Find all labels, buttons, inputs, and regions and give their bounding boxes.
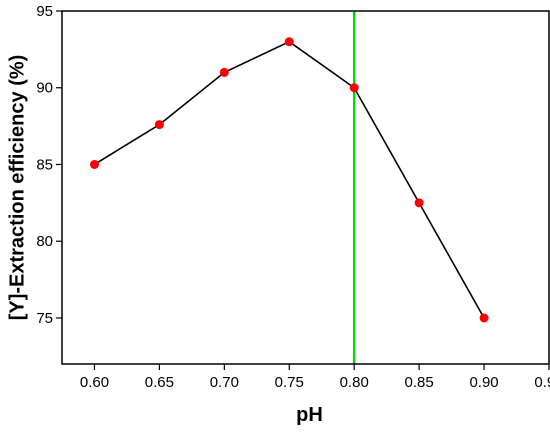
data-point <box>479 313 489 323</box>
y-tick-label: 75 <box>36 310 53 327</box>
data-point <box>154 120 164 130</box>
x-tick-label: 0.70 <box>210 374 239 391</box>
data-point <box>414 198 424 208</box>
x-tick-label: 0.85 <box>405 374 434 391</box>
series-layer <box>89 37 489 323</box>
data-point <box>284 37 294 47</box>
x-tick-label: 0.60 <box>80 374 109 391</box>
y-tick-label: 85 <box>36 156 53 173</box>
x-axis-label: pH <box>296 404 323 426</box>
x-tick-label: 0.75 <box>275 374 304 391</box>
y-axis-ticks: 75 80 85 90 95 <box>36 3 62 327</box>
x-axis-ticks: 0.60 0.65 0.70 0.75 0.80 0.85 0.90 0.95 <box>80 364 550 391</box>
series-line <box>94 40 485 319</box>
data-point <box>349 83 359 93</box>
data-point <box>219 67 229 77</box>
y-tick-label: 90 <box>36 80 53 97</box>
axes-layer <box>61 10 550 365</box>
y-axis-label: [Y]-Extraction efficiency (%) <box>6 55 28 321</box>
x-tick-label: 0.90 <box>469 374 498 391</box>
x-tick-label: 0.95 <box>534 374 550 391</box>
x-tick-label: 0.80 <box>340 374 369 391</box>
plot-frame <box>61 10 550 365</box>
data-point <box>89 159 99 169</box>
y-tick-label: 80 <box>36 233 53 250</box>
y-tick-label: 95 <box>36 3 53 20</box>
x-tick-label: 0.65 <box>145 374 174 391</box>
